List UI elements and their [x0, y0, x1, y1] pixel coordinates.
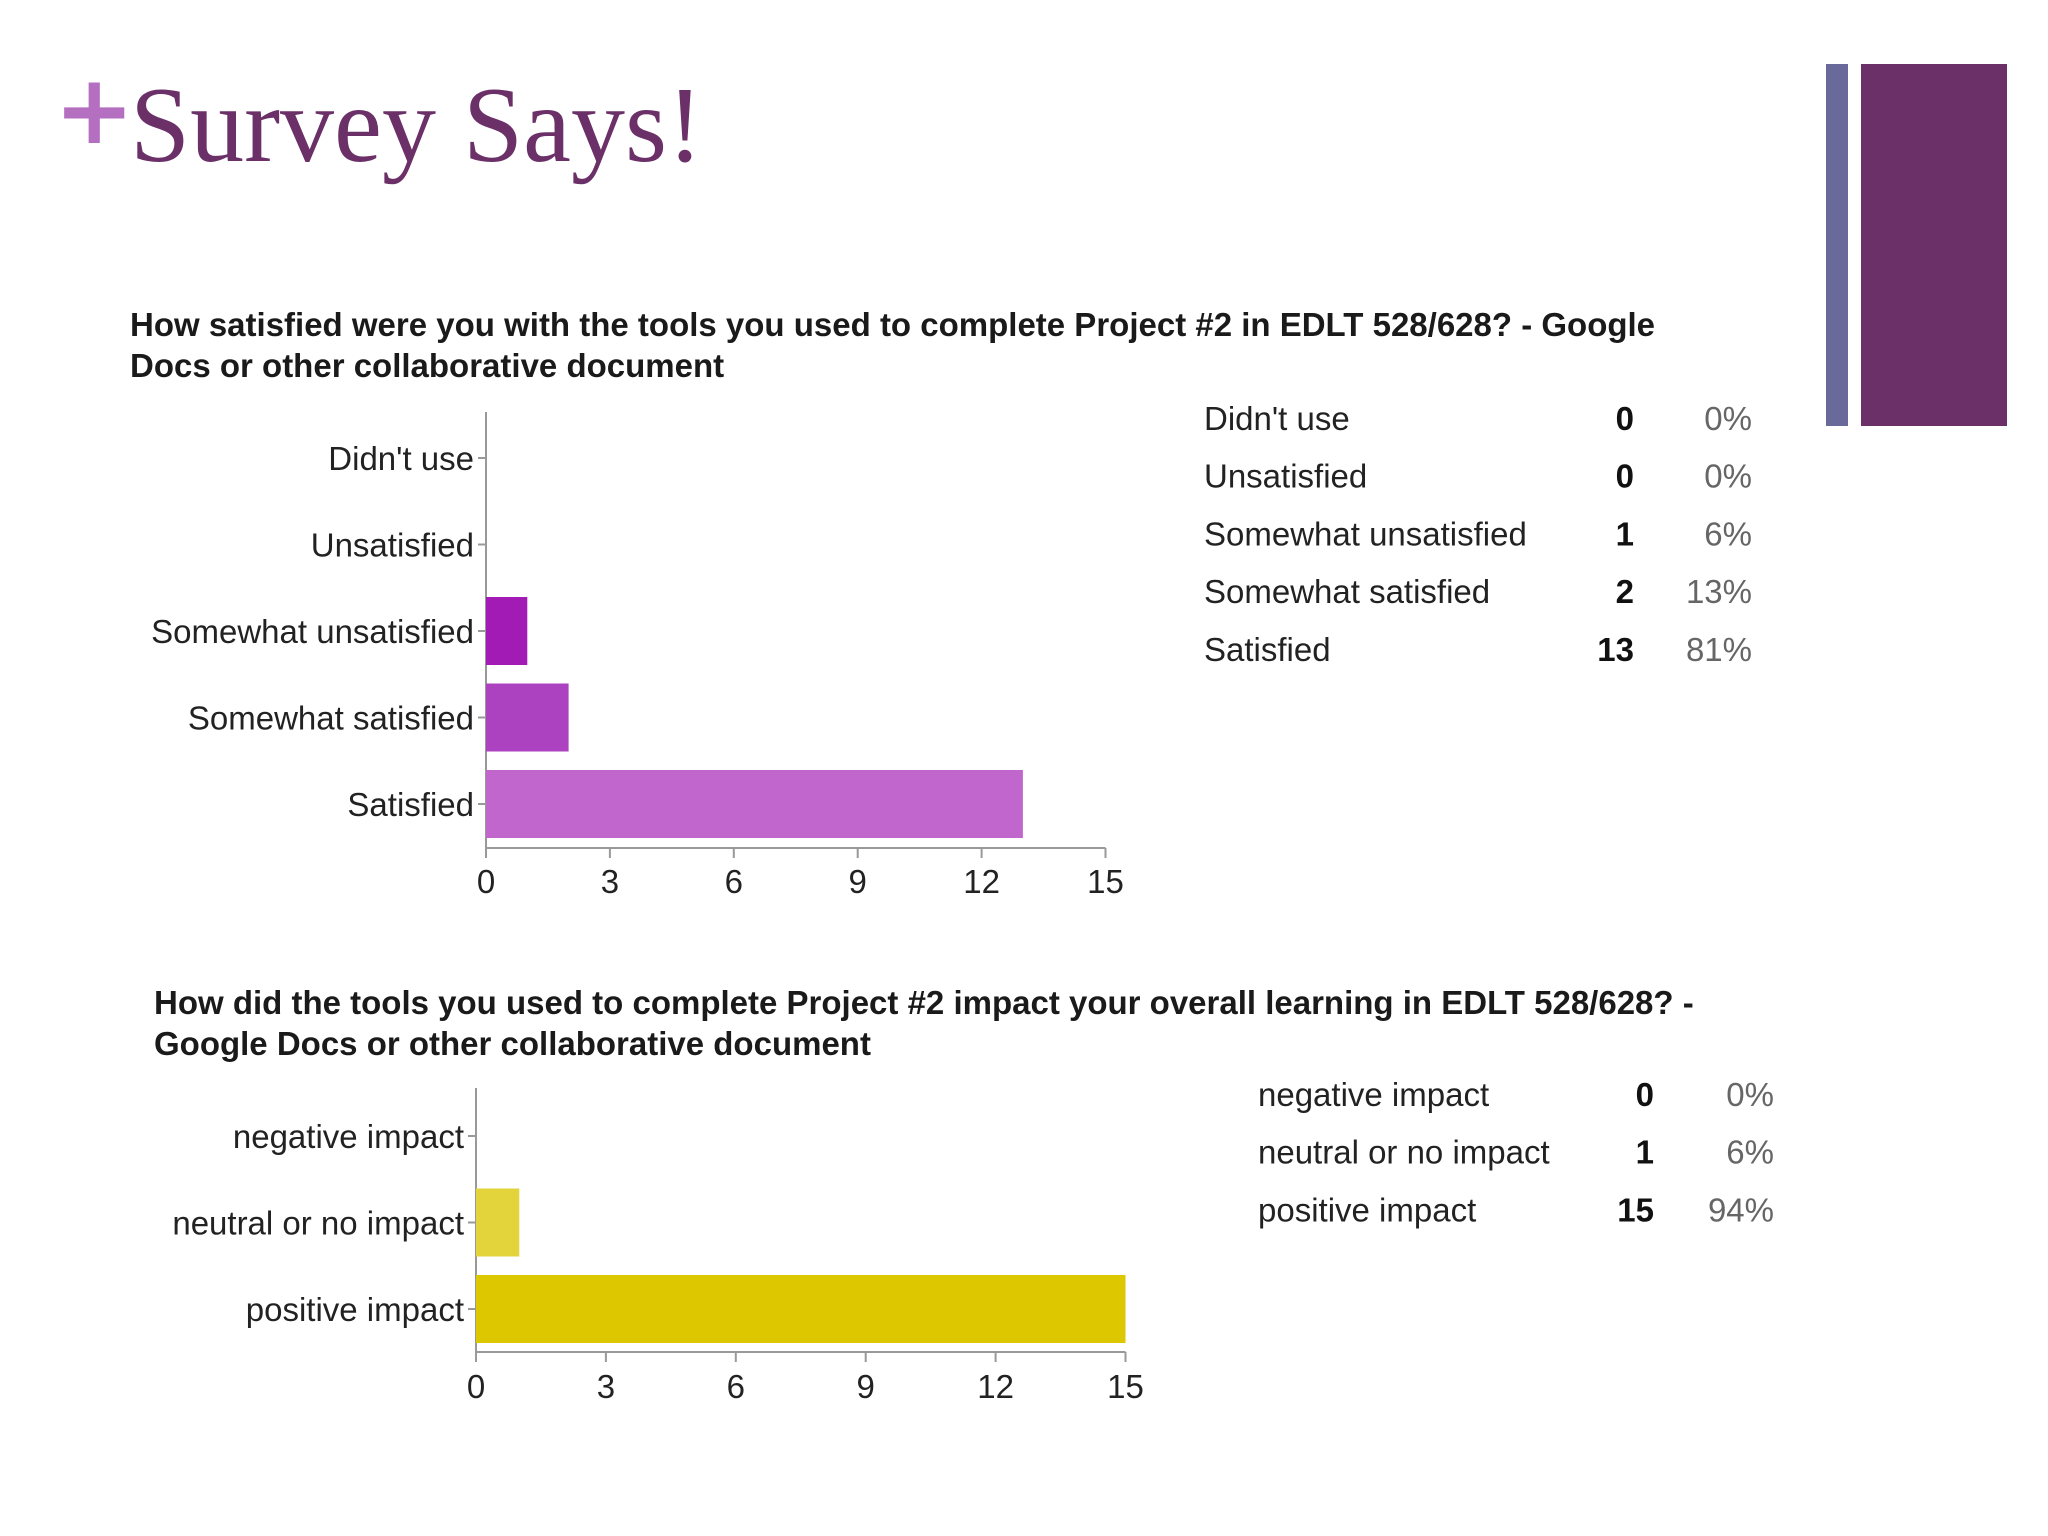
chart-2-table-label: negative impact — [1258, 1076, 1489, 1113]
chart-1-table-label: Somewhat satisfied — [1204, 573, 1490, 610]
chart-1-x-tick-label: 3 — [601, 863, 619, 900]
chart-1-title: How satisfied were you with the tools yo… — [130, 306, 1656, 384]
chart-2-table-label: neutral or no impact — [1258, 1134, 1550, 1171]
chart-1-table-percent: 0% — [1704, 400, 1752, 437]
slide-title: Survey Says! — [130, 66, 703, 185]
chart-1-x-tick-label: 12 — [963, 863, 1000, 900]
chart-2-table-percent: 6% — [1726, 1134, 1774, 1171]
chart-1-x-tick-label: 15 — [1087, 863, 1124, 900]
chart-1-table-count: 2 — [1616, 573, 1634, 610]
chart-2-x-tick-label: 12 — [977, 1368, 1014, 1405]
chart-2-table-label: positive impact — [1258, 1191, 1476, 1228]
chart-1-bar — [486, 683, 569, 752]
chart-2-table-percent: 94% — [1708, 1191, 1774, 1228]
chart-2-x-tick-label: 15 — [1107, 1368, 1144, 1405]
chart-1-table-percent: 6% — [1704, 515, 1752, 552]
chart-2-table-count: 15 — [1617, 1191, 1654, 1228]
decorative-thin-bar — [1826, 64, 1848, 426]
chart-1-table-label: Satisfied — [1204, 631, 1331, 668]
chart-1-table-percent: 13% — [1686, 573, 1752, 610]
chart-2-table-count: 0 — [1636, 1076, 1654, 1113]
chart-2-title: How did the tools you used to complete P… — [154, 984, 1694, 1062]
chart-2-x-tick-label: 9 — [857, 1368, 875, 1405]
chart-1-x-tick-label: 0 — [477, 863, 495, 900]
chart-2-table-count: 1 — [1636, 1134, 1654, 1171]
chart-1-category-label: Unsatisfied — [311, 527, 474, 564]
chart-2-bar — [476, 1275, 1126, 1343]
chart-1-category-label: Satisfied — [347, 786, 474, 823]
chart-1-category-label: Didn't use — [328, 440, 474, 477]
chart-1-x-tick-label: 6 — [725, 863, 743, 900]
chart-2-x-tick-label: 6 — [727, 1368, 745, 1405]
chart-1-table-label: Somewhat unsatisfied — [1204, 515, 1527, 552]
chart-2-x-tick-label: 0 — [467, 1368, 485, 1405]
chart-1-table-percent: 0% — [1704, 458, 1752, 495]
chart-2-bar — [476, 1188, 520, 1257]
chart-2-category-label: negative impact — [233, 1118, 464, 1155]
chart-2-category-label: positive impact — [246, 1291, 464, 1328]
chart-1-bar — [486, 770, 1023, 838]
decorative-wide-bar — [1861, 64, 2007, 426]
chart-2-category-label: neutral or no impact — [172, 1205, 464, 1242]
chart-1-table-label: Unsatisfied — [1204, 458, 1367, 495]
chart-1-x-tick-label: 9 — [849, 863, 867, 900]
chart-1-table-count: 13 — [1597, 631, 1634, 668]
chart-1-table-label: Didn't use — [1204, 400, 1350, 437]
chart-2-x-tick-label: 3 — [597, 1368, 615, 1405]
chart-1-table-count: 1 — [1616, 515, 1634, 552]
chart-2-table-percent: 0% — [1726, 1076, 1774, 1113]
chart-1-table-count: 0 — [1616, 400, 1634, 437]
chart-1-category-label: Somewhat satisfied — [188, 700, 474, 737]
chart-1-table-percent: 81% — [1686, 631, 1752, 668]
chart-1-category-label: Somewhat unsatisfied — [151, 613, 474, 650]
chart-1-table-count: 0 — [1616, 458, 1634, 495]
chart-1-bar — [486, 597, 528, 665]
